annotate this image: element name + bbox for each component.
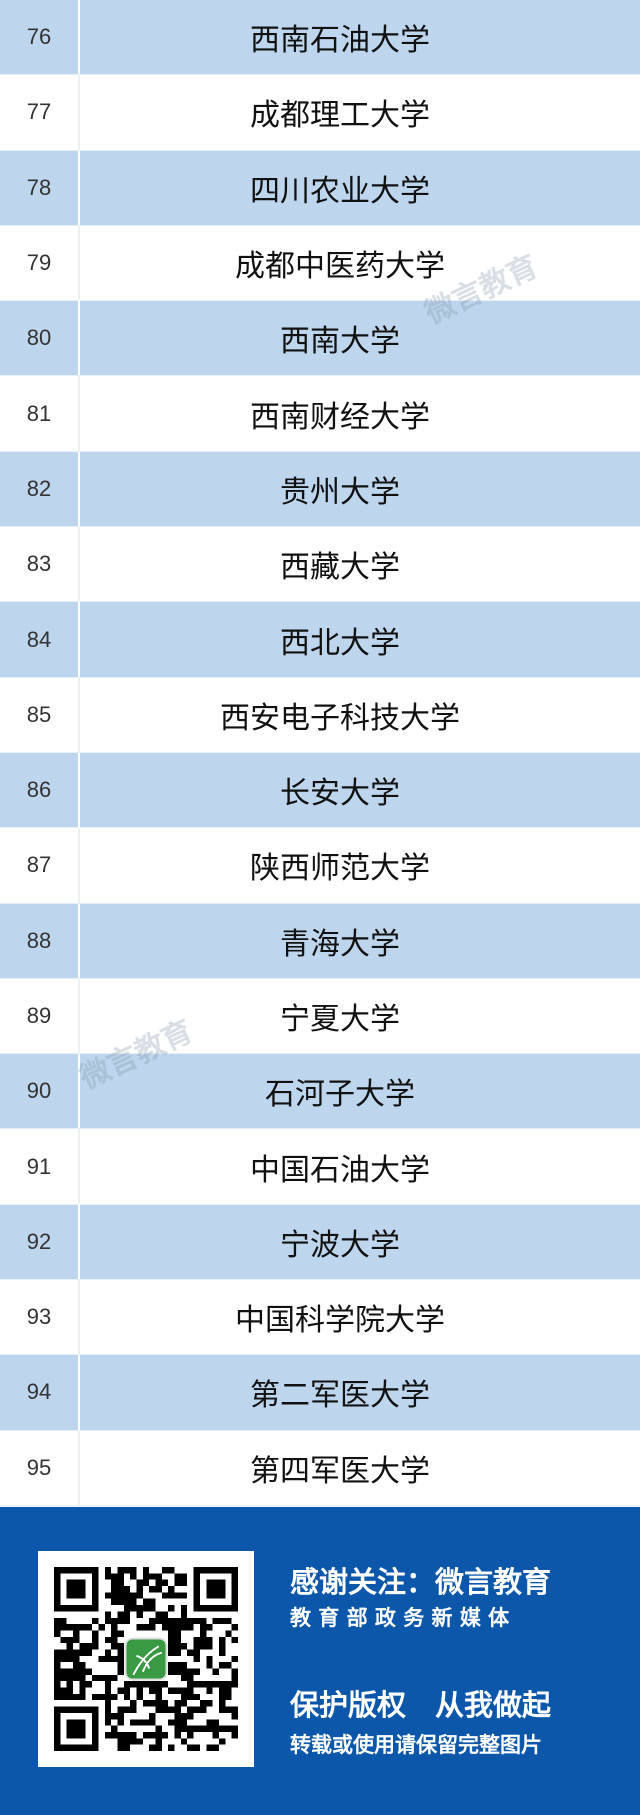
table-row: 80 西南大学 [0, 301, 640, 377]
rank-cell: 76 [0, 0, 80, 75]
university-name-cell: 陕西师范大学 [250, 851, 430, 887]
table-row: 92 宁波大学 [0, 1204, 640, 1281]
university-name-cell: 西南大学 [280, 324, 400, 360]
table-row: 89 宁夏大学 [0, 978, 640, 1055]
table-row: 84 西北大学 [0, 602, 640, 678]
table-row: 95 第四军医大学 [0, 1430, 640, 1506]
university-name-cell: 中国石油大学 [250, 1152, 430, 1188]
table-row: 94 第二军医大学 [0, 1355, 640, 1431]
university-name-cell: 石河子大学 [265, 1077, 415, 1113]
rank-cell: 83 [0, 527, 80, 602]
table-row: 77 成都理工大学 [0, 75, 640, 151]
table-row: 93 中国科学院大学 [0, 1280, 640, 1356]
university-name-cell: 中国科学院大学 [235, 1303, 445, 1339]
university-name-cell: 成都中医药大学 [235, 249, 445, 285]
reprint-notice: 转载或使用请保留完整图片 [290, 1733, 542, 1757]
table-row: 86 长安大学 [0, 752, 640, 829]
table-row: 78 四川农业大学 [0, 150, 640, 226]
rank-cell: 81 [0, 376, 80, 451]
rank-cell: 95 [0, 1430, 80, 1505]
rank-cell: 89 [0, 978, 80, 1054]
rank-cell: 86 [0, 752, 80, 828]
university-name-cell: 青海大学 [280, 926, 400, 962]
table-row: 90 石河子大学 [0, 1054, 640, 1130]
table-row: 76 西南石油大学 [0, 0, 640, 76]
table-row: 83 西藏大学 [0, 527, 640, 603]
university-name-cell: 西安电子科技大学 [220, 700, 460, 736]
university-name-cell: 西南财经大学 [250, 399, 430, 435]
footer-banner: 感谢关注：微言教育 教 育 部 政 务 新 媒 体 保护版权 从我做起 转载或使… [0, 1507, 640, 1815]
university-name-cell: 第四军医大学 [250, 1453, 430, 1489]
table-row: 82 贵州大学 [0, 451, 640, 528]
rank-cell: 82 [0, 451, 80, 527]
rank-cell: 84 [0, 602, 80, 677]
university-name-cell: 西南石油大学 [250, 23, 430, 59]
university-name-cell: 成都理工大学 [250, 98, 430, 134]
university-name-cell: 贵州大学 [280, 474, 400, 510]
table-row: 91 中国石油大学 [0, 1129, 640, 1205]
rank-cell: 93 [0, 1280, 80, 1355]
rank-cell: 90 [0, 1054, 80, 1129]
follow-text: 感谢关注：微言教育 [290, 1565, 552, 1599]
table-row: 88 青海大学 [0, 903, 640, 979]
university-name-cell: 长安大学 [280, 776, 400, 812]
rank-cell: 77 [0, 75, 80, 150]
table-row: 81 西南财经大学 [0, 376, 640, 452]
university-name-cell: 西藏大学 [280, 550, 400, 586]
qr-code-icon [38, 1551, 254, 1767]
university-name-cell: 宁波大学 [280, 1227, 400, 1263]
table-row: 79 成都中医药大学 [0, 225, 640, 302]
table-row: 85 西安电子科技大学 [0, 677, 640, 753]
rank-cell: 91 [0, 1129, 80, 1204]
subtitle-text: 教 育 部 政 务 新 媒 体 [290, 1606, 510, 1630]
rank-cell: 92 [0, 1204, 80, 1280]
table-row: 87 陕西师范大学 [0, 828, 640, 904]
rank-cell: 87 [0, 828, 80, 903]
university-name-cell: 西北大学 [280, 625, 400, 661]
rank-cell: 78 [0, 150, 80, 225]
university-name-cell: 宁夏大学 [280, 1002, 400, 1037]
rank-cell: 79 [0, 225, 80, 301]
rank-cell: 94 [0, 1355, 80, 1430]
copyright-text: 保护版权 从我做起 [290, 1688, 552, 1722]
rank-cell: 80 [0, 301, 80, 376]
rank-cell: 88 [0, 903, 80, 978]
ranking-table: 76 西南石油大学 77 成都理工大学 78 四川农业大学 79 成都中医药大学 80 西南大学 8… [0, 0, 640, 1506]
rank-cell: 85 [0, 677, 80, 752]
university-name-cell: 四川农业大学 [250, 173, 430, 209]
university-name-cell: 第二军医大学 [250, 1378, 430, 1414]
